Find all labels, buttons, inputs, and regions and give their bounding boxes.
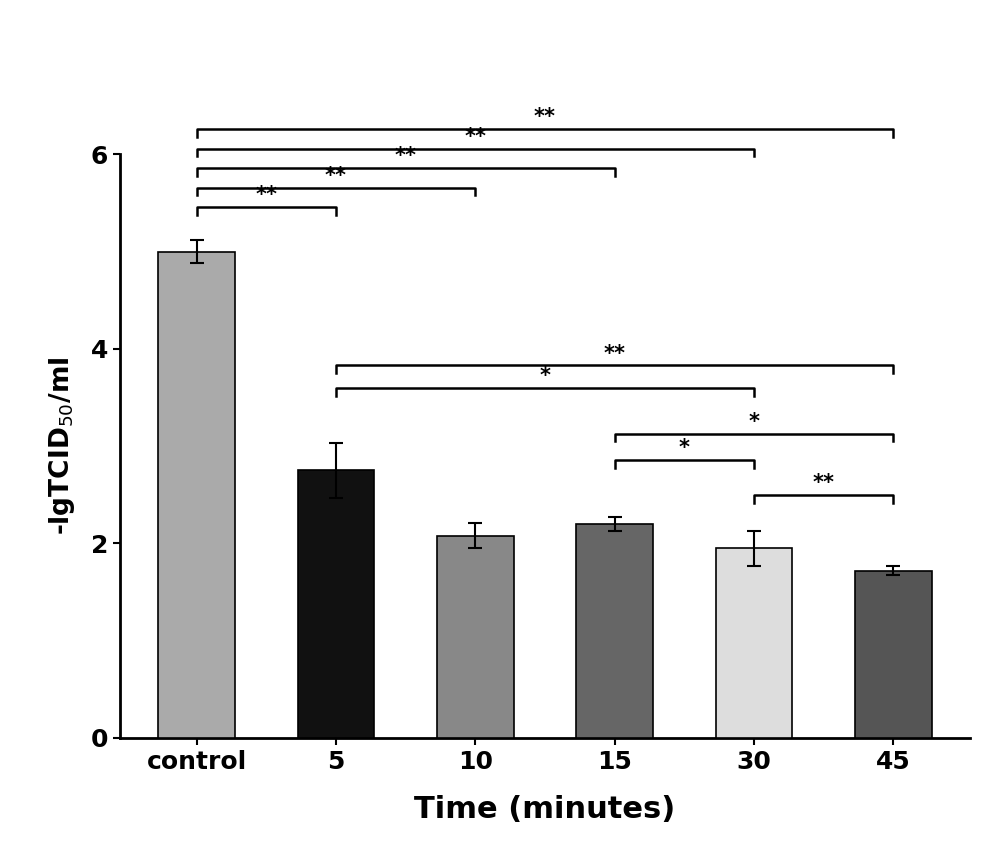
- Text: **: **: [395, 146, 417, 166]
- Bar: [158, 251, 235, 738]
- Bar: [855, 571, 932, 738]
- Text: **: **: [604, 343, 626, 364]
- Bar: [716, 548, 792, 738]
- Text: **: **: [534, 107, 556, 127]
- Text: **: **: [464, 127, 486, 147]
- Text: *: *: [679, 438, 690, 458]
- Text: **: **: [813, 473, 835, 492]
- Text: **: **: [255, 185, 277, 205]
- Text: *: *: [749, 412, 760, 432]
- X-axis label: Time (minutes): Time (minutes): [414, 795, 676, 824]
- Text: **: **: [325, 166, 347, 185]
- Y-axis label: -lgTCID$_{50}$/ml: -lgTCID$_{50}$/ml: [47, 357, 77, 535]
- Text: *: *: [540, 366, 550, 386]
- Bar: [298, 470, 374, 738]
- Bar: [576, 524, 653, 738]
- Bar: [437, 535, 514, 738]
